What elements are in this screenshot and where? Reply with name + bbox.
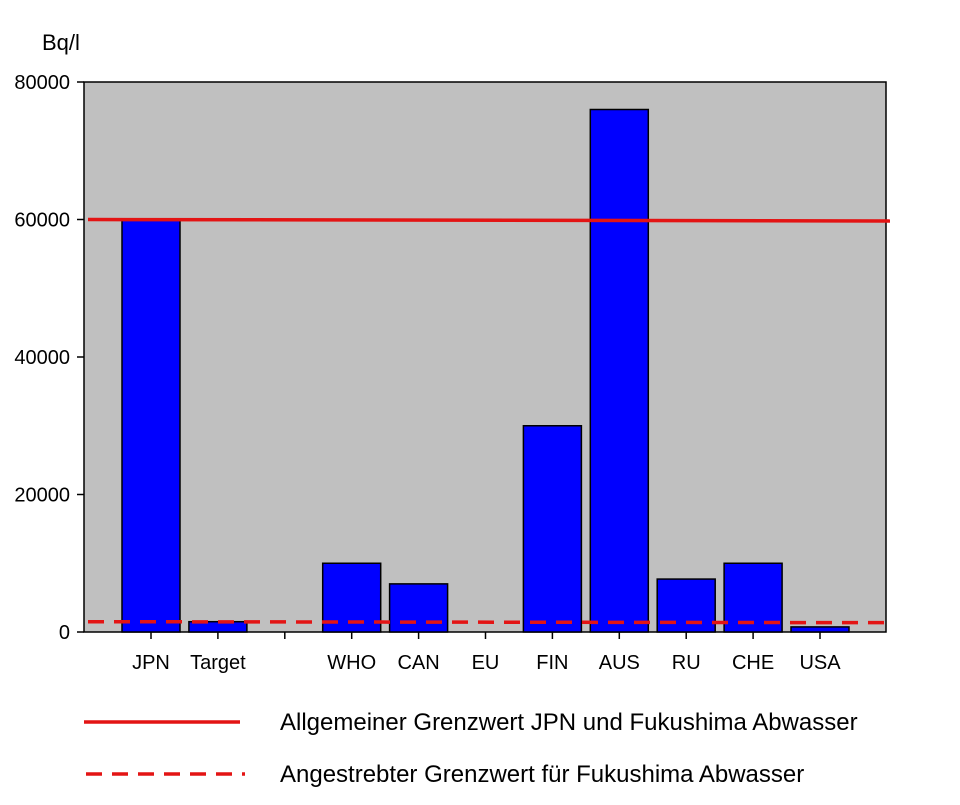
x-tick-label: RU [672,652,701,674]
bar-usa [790,626,850,633]
y-tick-label: 40000 [14,347,70,369]
x-tick-label: FIN [536,652,568,674]
x-tick-label: AUS [599,652,640,674]
legend-label-target-limit: Angestrebter Grenzwert für Fukushima Abw… [280,761,804,788]
x-axis: JPN Target WHO CAN EU FIN AUS RU CHE USA [132,632,841,674]
y-tick-label: 20000 [14,485,70,507]
x-tick-label: CHE [732,652,774,674]
x-tick-label: CAN [397,652,439,674]
y-axis: 0 20000 40000 60000 80000 [14,72,84,644]
bar-can [388,583,449,633]
x-tick-label: Target [190,652,246,674]
legend: Allgemeiner Grenzwert JPN und Fukushima … [84,709,858,788]
x-tick-label: JPN [132,652,170,674]
y-tick-label: 0 [59,622,70,644]
plot-area [83,81,887,633]
bar-fin [522,425,583,633]
general-limit-line [87,217,891,223]
x-tick-label: WHO [327,652,376,674]
x-tick-label: USA [799,652,841,674]
y-tick-label: 80000 [14,72,70,94]
x-tick-label: EU [472,652,500,674]
reference-lines [87,217,891,625]
y-tick-label: 60000 [14,210,70,232]
bar-jpn [121,218,181,633]
legend-label-general-limit: Allgemeiner Grenzwert JPN und Fukushima … [280,709,858,736]
bar-che [723,562,783,633]
target-limit-line [87,619,891,625]
bar-series [121,108,850,633]
y-unit-label: Bq/l [42,30,80,55]
bar-aus [589,108,650,633]
